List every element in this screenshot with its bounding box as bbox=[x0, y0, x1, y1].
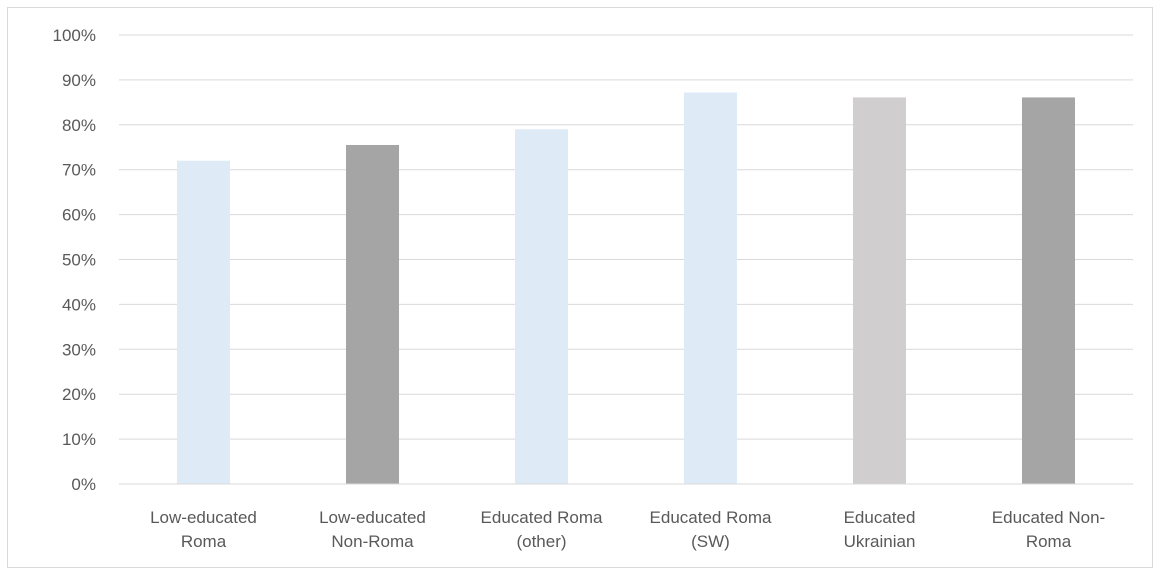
y-tick-label: 60% bbox=[62, 206, 96, 225]
y-tick-label: 20% bbox=[62, 385, 96, 404]
bar bbox=[515, 129, 568, 485]
x-category-label-line: Roma bbox=[1026, 532, 1072, 551]
x-category-label: Educated Roma (other) bbox=[481, 508, 603, 551]
x-category-label-line: (SW) bbox=[691, 532, 730, 551]
x-category-label-line: Educated Non- bbox=[992, 508, 1105, 527]
bars bbox=[177, 92, 1075, 485]
x-category-label: Low-educated Roma bbox=[150, 508, 257, 551]
gridlines bbox=[119, 34, 1133, 440]
bar bbox=[346, 145, 399, 484]
y-axis-ticks: 0% 10% 20% 30% 40% 50% 60% 70% 80% 90% 100% bbox=[53, 26, 96, 494]
y-tick-label: 40% bbox=[62, 295, 96, 314]
y-tick-label: 90% bbox=[62, 71, 96, 90]
bar bbox=[177, 160, 230, 484]
x-category-label-line: Ukrainian bbox=[844, 532, 916, 551]
y-tick-label: 10% bbox=[62, 430, 96, 449]
x-axis-categories: Low-educated Roma Low-educated Non-Roma Educ… bbox=[150, 508, 1105, 551]
x-category-label: Low-educated Non-Roma bbox=[319, 508, 426, 551]
y-tick-label: 30% bbox=[62, 340, 96, 359]
bar bbox=[1022, 97, 1075, 484]
x-category-label: Educated Ukrainian bbox=[844, 508, 916, 551]
y-tick-label: 70% bbox=[62, 161, 96, 180]
y-tick-label: 100% bbox=[53, 26, 96, 45]
y-tick-label: 80% bbox=[62, 116, 96, 135]
y-tick-label: 0% bbox=[71, 475, 96, 494]
x-category-label-line: Low-educated bbox=[319, 508, 426, 527]
x-category-label: Educated Non- Roma bbox=[992, 508, 1105, 551]
x-category-label-line: Low-educated bbox=[150, 508, 257, 527]
x-category-label-line: Educated bbox=[844, 508, 916, 527]
x-category-label-line: Educated Roma bbox=[481, 508, 603, 527]
bar bbox=[684, 92, 737, 485]
x-category-label-line: Roma bbox=[181, 532, 227, 551]
bar bbox=[853, 97, 906, 484]
y-tick-label: 50% bbox=[62, 251, 96, 270]
x-category-label-line: (other) bbox=[516, 532, 566, 551]
x-category-label-line: Non-Roma bbox=[331, 532, 414, 551]
x-category-label: Educated Roma (SW) bbox=[650, 508, 772, 551]
x-category-label-line: Educated Roma bbox=[650, 508, 772, 527]
